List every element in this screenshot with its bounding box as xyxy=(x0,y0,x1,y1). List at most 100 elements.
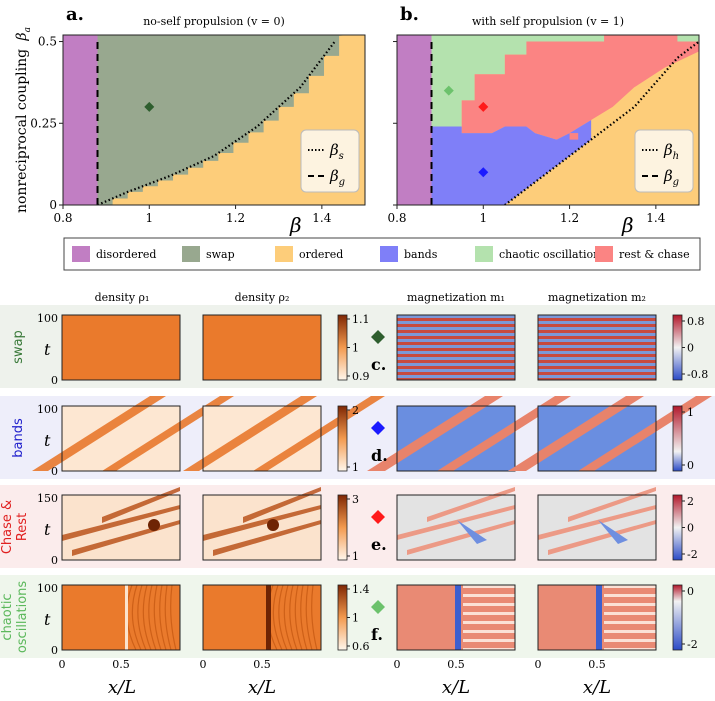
density-colorbar-tick: 2 xyxy=(352,404,359,417)
magnetization-colorbar xyxy=(672,314,683,381)
magnetization-panel xyxy=(537,487,657,561)
t-tick-max: 100 xyxy=(37,582,58,595)
density-panel xyxy=(202,314,322,381)
plot-frame xyxy=(396,34,700,206)
row-marker xyxy=(371,421,385,435)
column-title-density-1: density ρ₁ xyxy=(95,291,150,304)
row-tag: c. xyxy=(371,355,386,374)
x-tick-label: 1 xyxy=(145,211,153,225)
x-tick-zero-3: 0 xyxy=(394,658,401,671)
x-axis-label-b: β xyxy=(621,213,634,237)
density-colorbar xyxy=(337,494,348,561)
row-bands: bands t 100 0 2 1 d. 1 0 xyxy=(0,396,715,479)
magnetization-colorbar-tick: 0.8 xyxy=(687,315,705,328)
region-swap xyxy=(97,35,348,205)
legend-swatch xyxy=(380,246,398,262)
column-title-mag-2: magnetization m₂ xyxy=(548,291,646,304)
x-tick-zero-4: 0 xyxy=(535,658,542,671)
marker-rest-chase xyxy=(478,101,489,112)
x-axis-label-4: x/L xyxy=(583,677,611,698)
x-tick-label: 1 xyxy=(479,211,487,225)
magnetization-colorbar-tick: 0 xyxy=(687,459,694,472)
row-marker xyxy=(371,600,385,614)
y-axis-label: nonreciprocal coupling βa xyxy=(14,27,33,213)
density-panel xyxy=(202,584,322,651)
x-tick-label: 1.4 xyxy=(646,211,665,225)
panel-frame xyxy=(202,584,322,651)
magnetization-colorbar-tick: -2 xyxy=(687,638,698,651)
row-label: Chase &Rest xyxy=(0,500,30,554)
panel-frame xyxy=(202,314,322,381)
t-axis-label: t xyxy=(44,610,51,629)
row-swap: swap t 100 0 1.1 1 0.9c. 0.8 0 -0.8 xyxy=(0,305,715,388)
region-chaotic xyxy=(431,35,699,127)
row-label: bands xyxy=(11,418,26,458)
density-panel xyxy=(61,314,181,381)
panel-frame xyxy=(537,584,657,651)
row-chase-rest: Chase &Rest t 150 0 3 1 e. 2 0 -2 xyxy=(0,485,715,568)
y-tick-label: 0.25 xyxy=(30,116,57,130)
column-title-mag-1: magnetization m₁ xyxy=(407,291,505,304)
region-rest-chase xyxy=(461,35,699,140)
region-bands xyxy=(431,120,592,205)
density-colorbar-tick: 1 xyxy=(352,612,359,625)
column-title-density-2: density ρ₂ xyxy=(235,291,290,304)
panel-frame xyxy=(396,494,516,561)
y-tick-label: 0 xyxy=(49,198,57,212)
legend-swatch xyxy=(182,246,200,262)
panel-label-b: b. xyxy=(400,4,419,25)
region-disordered xyxy=(397,35,432,205)
line-legend-label: βg xyxy=(329,167,345,188)
line-legend-label: βg xyxy=(663,167,679,188)
legend-item-label: rest & chase xyxy=(619,248,690,261)
magnetization-panel xyxy=(537,584,657,651)
t-axis-label: t xyxy=(44,431,51,450)
density-colorbar-tick: 1 xyxy=(352,461,359,474)
row-label: swap xyxy=(11,330,26,364)
magnetization-colorbar-tick: -0.8 xyxy=(687,368,708,381)
bottom-x-axes: 0 0.5 0 0.5 0 0.5 0 0.5 x/L x/L x/L x/L xyxy=(59,658,612,698)
panel-frame xyxy=(537,494,657,561)
row-tag: e. xyxy=(371,535,387,554)
panel-frame xyxy=(61,314,181,381)
t-tick-max: 100 xyxy=(37,312,58,325)
line-legend-box xyxy=(300,129,360,193)
x-axis-label-3: x/L xyxy=(442,677,470,698)
marker-bands xyxy=(478,167,489,178)
legend-item-label: chaotic oscillations xyxy=(499,248,606,261)
panel-frame xyxy=(202,405,322,472)
x-tick-label: 0.8 xyxy=(387,211,406,225)
x-tick-zero-1: 0 xyxy=(59,658,66,671)
magnetization-panel xyxy=(396,584,516,651)
magnetization-panel xyxy=(396,487,516,561)
legend-item-label: disordered xyxy=(96,248,156,261)
x-tick-label: 1.4 xyxy=(312,211,331,225)
marker-swap xyxy=(144,101,155,112)
panel-frame xyxy=(537,405,657,472)
title-a: no-self propulsion (v = 0) xyxy=(143,15,285,28)
density-colorbar xyxy=(337,314,348,381)
row-label: chaoticoscillations xyxy=(0,581,30,654)
t-tick-max: 150 xyxy=(37,492,58,505)
density-panel xyxy=(61,584,181,651)
line-β_s xyxy=(97,40,336,205)
row-marker xyxy=(371,330,385,344)
magnetization-colorbar-tick: -2 xyxy=(687,548,698,561)
legend-item-label: bands xyxy=(404,248,438,261)
density-colorbar xyxy=(337,584,348,651)
panel-frame xyxy=(396,584,516,651)
density-colorbar-tick: 0.6 xyxy=(352,640,370,653)
panel-frame xyxy=(61,494,181,561)
row-marker xyxy=(371,510,385,524)
title-b: with self propulsion (v = 1) xyxy=(472,15,624,28)
density-panel xyxy=(61,487,181,561)
density-colorbar-tick: 0.9 xyxy=(352,370,370,383)
panel-frame xyxy=(202,494,322,561)
panel-frame xyxy=(396,405,516,472)
t-axis-label: t xyxy=(44,340,51,359)
magnetization-panel xyxy=(367,396,571,472)
density-panel xyxy=(202,487,322,561)
line-legend-box xyxy=(634,129,694,193)
